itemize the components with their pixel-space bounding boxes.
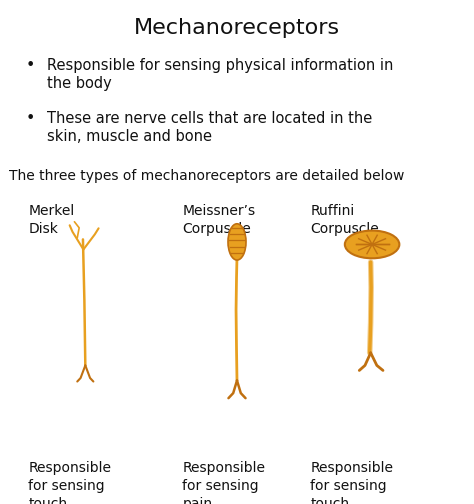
Text: •: • <box>26 111 36 126</box>
Text: the body: the body <box>47 76 112 91</box>
Text: Ruffini
Corpuscle: Ruffini Corpuscle <box>310 204 379 236</box>
Text: Responsible for sensing physical information in: Responsible for sensing physical informa… <box>47 58 394 73</box>
Text: •: • <box>26 58 36 73</box>
Text: The three types of mechanoreceptors are detailed below: The three types of mechanoreceptors are … <box>9 169 405 183</box>
Text: Mechanoreceptors: Mechanoreceptors <box>134 18 340 38</box>
Text: Meissner’s
Corpuscle: Meissner’s Corpuscle <box>182 204 255 236</box>
Text: These are nerve cells that are located in the: These are nerve cells that are located i… <box>47 111 373 126</box>
Ellipse shape <box>345 230 399 259</box>
Text: Responsible
for sensing
touch: Responsible for sensing touch <box>28 461 111 504</box>
Text: skin, muscle and bone: skin, muscle and bone <box>47 129 212 144</box>
Text: Responsible
for sensing
pain: Responsible for sensing pain <box>182 461 265 504</box>
Text: Merkel
Disk: Merkel Disk <box>28 204 75 236</box>
Text: Responsible
for sensing
touch: Responsible for sensing touch <box>310 461 393 504</box>
Ellipse shape <box>228 224 246 260</box>
